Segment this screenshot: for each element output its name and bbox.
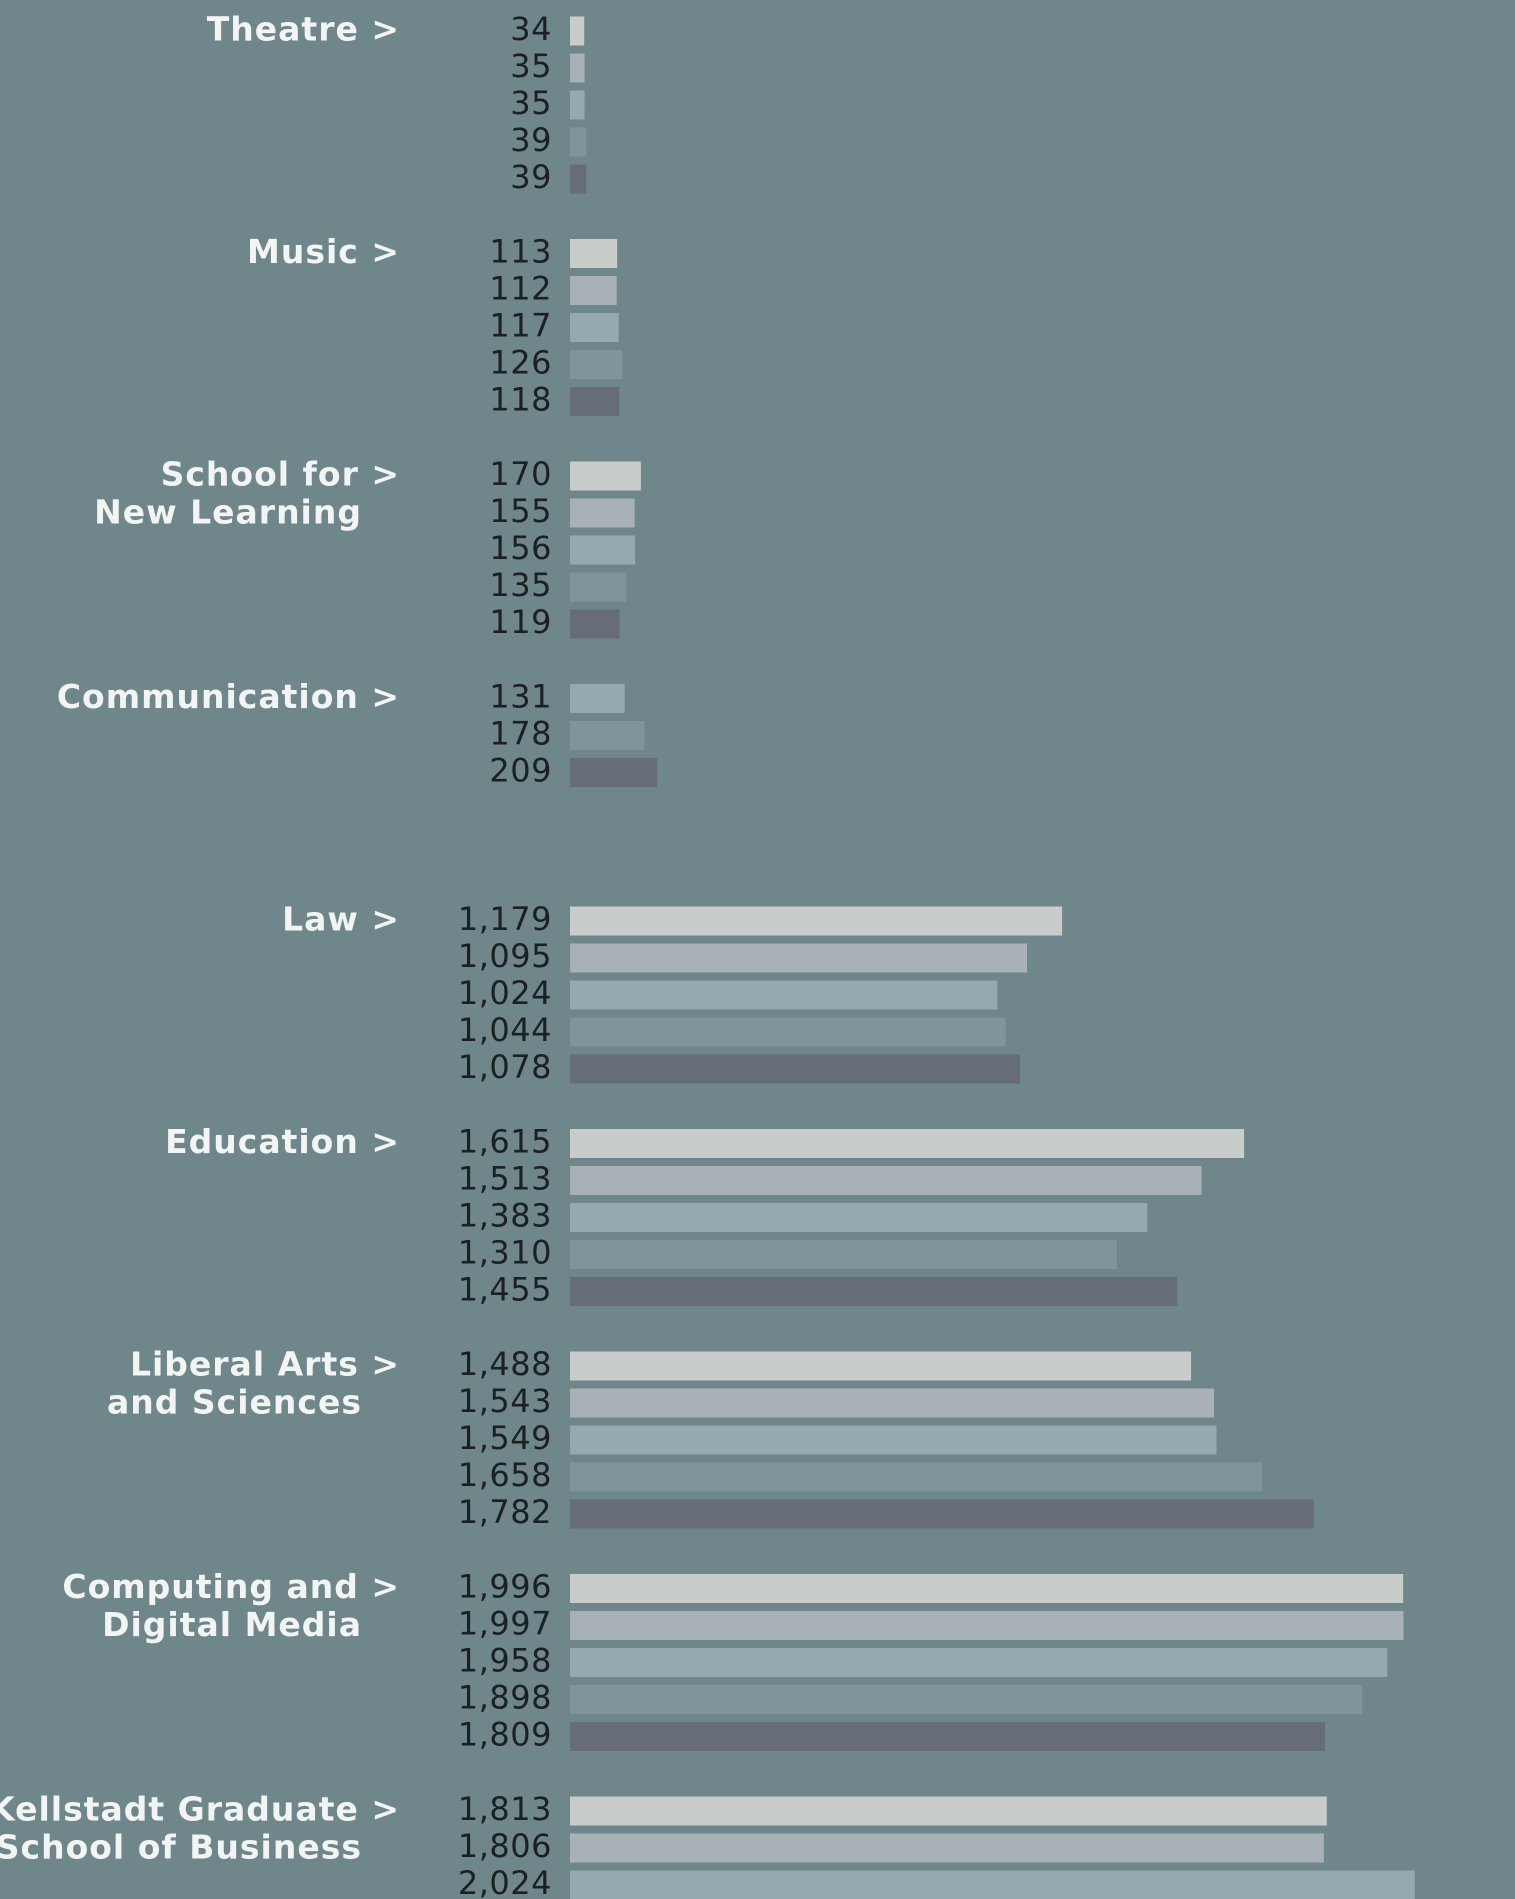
bar: [570, 498, 635, 528]
value-label: 1,078: [458, 1048, 552, 1086]
bar: [570, 1129, 1245, 1158]
bar: [570, 1611, 1404, 1640]
bar: [570, 535, 636, 565]
bar: [570, 164, 587, 194]
value-label: 1,513: [458, 1160, 552, 1198]
value-label: 1,310: [458, 1234, 552, 1272]
value-label: 1,806: [458, 1827, 552, 1865]
value-label: 155: [489, 492, 552, 530]
value-label: 39: [510, 158, 552, 196]
value-label: 1,488: [458, 1345, 552, 1383]
value-label: 118: [489, 381, 552, 419]
value-label: 117: [489, 307, 552, 345]
bar: [570, 1054, 1020, 1084]
value-label: 1,095: [458, 937, 552, 975]
value-label: 1,615: [458, 1123, 552, 1161]
bar: [570, 943, 1028, 973]
bar: [570, 1648, 1388, 1677]
value-label: 126: [489, 344, 552, 382]
category-label: School of Business: [0, 1828, 362, 1867]
value-label: 209: [489, 752, 552, 790]
value-label: 34: [510, 10, 552, 48]
bar: [570, 1166, 1202, 1195]
bar: [570, 1425, 1217, 1455]
value-label: 35: [510, 84, 552, 122]
value-label: 1,383: [458, 1197, 552, 1235]
bar: [570, 1870, 1415, 1899]
bar: [570, 1796, 1327, 1826]
bar: [570, 721, 645, 750]
value-label: 39: [510, 121, 552, 159]
bar: [570, 572, 627, 602]
category-label: Kellstadt Graduate >: [0, 1790, 400, 1829]
value-label: 1,024: [458, 974, 552, 1012]
category-label: and Sciences: [107, 1383, 362, 1422]
value-label: 135: [489, 566, 552, 604]
category-label: Theatre >: [207, 10, 400, 49]
bar: [570, 906, 1063, 936]
value-label: 113: [489, 233, 552, 271]
bar: [570, 16, 585, 46]
bar: [570, 1351, 1192, 1381]
category-label: Digital Media: [102, 1605, 362, 1644]
value-label: 1,997: [458, 1605, 552, 1643]
bar: [570, 1388, 1215, 1418]
value-label: 119: [489, 603, 552, 641]
category-label: School for >: [161, 455, 400, 494]
category-label: Liberal Arts >: [130, 1345, 400, 1384]
bar: [570, 609, 620, 639]
bar: [570, 1277, 1178, 1306]
bar: [570, 980, 998, 1010]
value-label: 1,044: [458, 1011, 552, 1049]
value-label: 1,543: [458, 1382, 552, 1420]
value-label: 1,782: [458, 1493, 552, 1531]
value-label: 1,549: [458, 1419, 552, 1457]
category-label: Music >: [247, 232, 400, 271]
bar: [570, 461, 641, 491]
value-label: 156: [489, 529, 552, 567]
value-label: 1,455: [458, 1271, 552, 1309]
bar: [570, 758, 658, 787]
bar: [570, 1499, 1314, 1529]
bar: [570, 684, 625, 713]
value-label: 1,658: [458, 1456, 552, 1494]
value-label: 1,898: [458, 1679, 552, 1717]
value-label: 1,996: [458, 1568, 552, 1606]
bar: [570, 1240, 1117, 1269]
bar: [570, 239, 618, 268]
value-label: 178: [489, 715, 552, 753]
bar: [570, 127, 587, 157]
category-label: Education >: [165, 1122, 400, 1161]
bar: [570, 1722, 1326, 1751]
value-label: 170: [489, 455, 552, 493]
bar: [570, 1833, 1324, 1863]
category-label: Communication >: [57, 677, 400, 716]
bar: [570, 90, 585, 120]
value-label: 1,958: [458, 1642, 552, 1680]
category-label: Law >: [282, 900, 400, 939]
bar: [570, 1462, 1263, 1492]
value-label: 1,813: [458, 1790, 552, 1828]
bar: [570, 1574, 1404, 1603]
bar: [570, 276, 617, 305]
value-label: 1,809: [458, 1716, 552, 1754]
bar: [570, 350, 623, 379]
value-label: 35: [510, 47, 552, 85]
category-label: Computing and >: [62, 1567, 400, 1606]
value-label: 131: [489, 678, 552, 716]
bar: [570, 1017, 1006, 1047]
value-label: 2,024: [458, 1864, 552, 1899]
category-label: New Learning: [94, 493, 362, 532]
bar: [570, 53, 585, 83]
bar: [570, 1685, 1363, 1714]
bar: [570, 1203, 1148, 1232]
value-label: 1,179: [458, 900, 552, 938]
bar: [570, 313, 619, 342]
bar: [570, 387, 620, 416]
value-label: 112: [489, 270, 552, 308]
